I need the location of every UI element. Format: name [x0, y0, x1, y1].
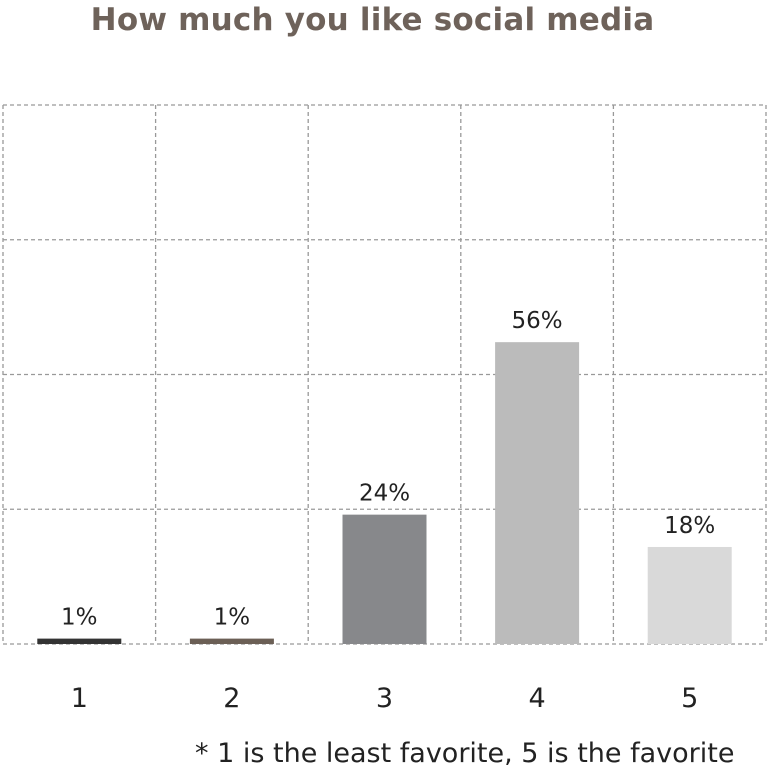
bar-1	[37, 638, 122, 644]
data-label-5: 18%	[664, 513, 715, 539]
x-tick-label-1: 1	[71, 683, 88, 714]
x-tick-label-2: 2	[223, 683, 240, 714]
data-label-3: 24%	[359, 481, 410, 507]
labels-layer: 1% 1 1% 2 24% 3 56% 4 18% 5	[61, 308, 715, 714]
bar-2	[189, 638, 274, 644]
x-tick-label-4: 4	[529, 683, 546, 714]
bar-5	[647, 546, 732, 644]
data-label-4: 56%	[512, 308, 563, 334]
bar-3	[342, 514, 427, 644]
chart-footnote: * 1 is the least favorite, 5 is the favo…	[195, 738, 735, 769]
x-tick-label-5: 5	[681, 683, 698, 714]
bars-layer	[37, 342, 732, 644]
x-tick-label-3: 3	[376, 683, 393, 714]
chart-title: How much you like social media	[90, 2, 655, 38]
bar-4	[495, 342, 580, 644]
data-label-1: 1%	[61, 605, 98, 631]
data-label-2: 1%	[214, 605, 251, 631]
